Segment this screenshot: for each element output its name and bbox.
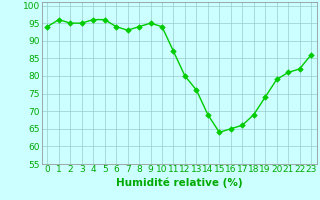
- X-axis label: Humidité relative (%): Humidité relative (%): [116, 177, 243, 188]
